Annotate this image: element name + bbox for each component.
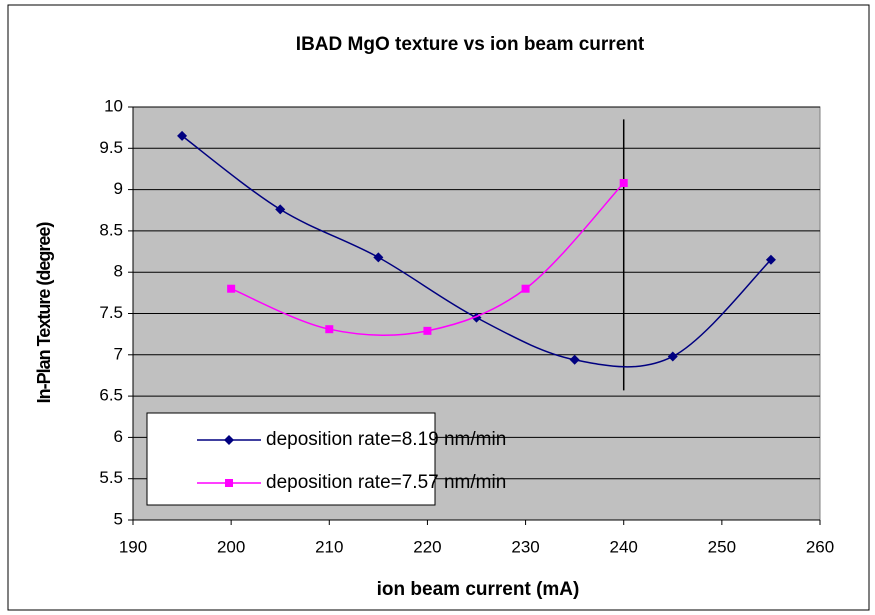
y-tick-label: 10: [104, 96, 123, 115]
chart-title: IBAD MgO texture vs ion beam current: [296, 34, 645, 55]
y-tick-label: 9.5: [99, 138, 123, 157]
y-tick-label: 5.5: [99, 468, 123, 487]
legend-label: deposition rate=8.19 nm/min: [266, 429, 506, 450]
x-axis-label: ion beam current (mA): [377, 579, 580, 600]
x-tick-label: 210: [315, 537, 343, 556]
marker: [224, 435, 234, 445]
marker: [225, 479, 233, 487]
series-line: [230, 182, 625, 336]
marker: [325, 325, 334, 334]
y-tick-label: 7.5: [99, 303, 123, 322]
y-tick-label: 9: [114, 179, 123, 198]
y-tick-label: 6.5: [99, 386, 123, 405]
y-tick-label: 5: [114, 509, 123, 528]
y-axis-label: In-Plan Texture (degree): [34, 222, 54, 404]
marker: [177, 130, 188, 141]
legend-box: [146, 412, 436, 506]
marker: [569, 354, 580, 365]
marker: [667, 351, 678, 362]
marker: [275, 204, 286, 215]
marker: [521, 284, 530, 293]
marker: [423, 326, 432, 335]
y-tick-label: 6: [114, 427, 123, 446]
marker: [619, 178, 628, 187]
x-tick-label: 190: [119, 537, 147, 556]
marker: [373, 252, 384, 263]
x-tick-label: 250: [708, 537, 736, 556]
marker: [765, 254, 776, 265]
legend-label: deposition rate=7.57 nm/min: [266, 472, 506, 493]
marker: [227, 284, 236, 293]
x-tick-label: 240: [610, 537, 638, 556]
x-tick-label: 200: [217, 537, 245, 556]
y-tick-label: 7: [114, 344, 123, 363]
x-tick-label: 260: [806, 537, 834, 556]
y-tick-label: 8.5: [99, 220, 123, 239]
x-tick-label: 230: [511, 537, 539, 556]
legend: deposition rate=8.19 nm/min deposition ra…: [146, 412, 506, 506]
y-tick-label: 8: [114, 262, 123, 281]
x-tick-label: 220: [413, 537, 441, 556]
